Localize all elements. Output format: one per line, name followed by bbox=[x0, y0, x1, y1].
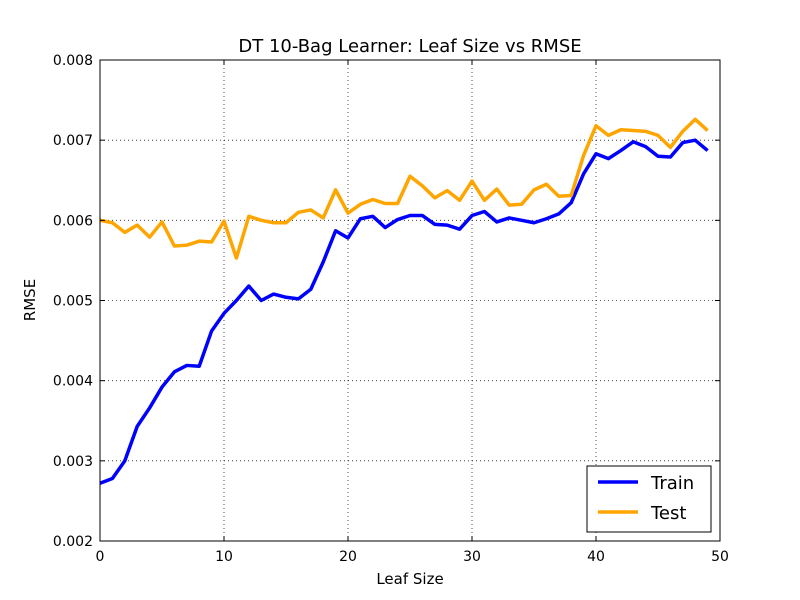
legend-label-train: Train bbox=[650, 473, 694, 494]
y-tick-label: 0.002 bbox=[53, 534, 93, 550]
x-tick-label: 20 bbox=[339, 549, 357, 565]
x-tick-label: 50 bbox=[711, 549, 729, 565]
axis-ticks bbox=[99, 59, 721, 542]
x-tick-label: 10 bbox=[215, 549, 233, 565]
y-tick-label: 0.006 bbox=[53, 213, 93, 229]
series-line-train bbox=[99, 138, 709, 485]
legend-label-test: Test bbox=[650, 503, 686, 524]
x-tick-labels: 0 10 20 30 40 50 bbox=[96, 549, 729, 565]
grid-lines bbox=[100, 60, 720, 541]
y-tick-label: 0.008 bbox=[53, 53, 93, 69]
y-tick-label: 0.004 bbox=[53, 374, 93, 390]
legend-box bbox=[586, 465, 712, 533]
series-line-test bbox=[99, 117, 709, 260]
x-axis-label: Leaf Size bbox=[376, 570, 443, 588]
chart-title: DT 10-Bag Learner: Leaf Size vs RMSE bbox=[238, 36, 581, 57]
y-tick-label: 0.003 bbox=[53, 454, 93, 470]
legend: Train Test bbox=[586, 465, 712, 533]
y-tick-label: 0.007 bbox=[53, 133, 93, 149]
x-tick-label: 0 bbox=[96, 549, 105, 565]
y-axis-label: RMSE bbox=[21, 279, 39, 321]
y-tick-labels: 0.002 0.003 0.004 0.005 0.006 0.007 0.008 bbox=[53, 53, 93, 550]
x-tick-label: 30 bbox=[463, 549, 481, 565]
y-tick-label: 0.005 bbox=[53, 294, 93, 310]
x-tick-label: 40 bbox=[587, 549, 605, 565]
plot-series bbox=[99, 117, 709, 485]
